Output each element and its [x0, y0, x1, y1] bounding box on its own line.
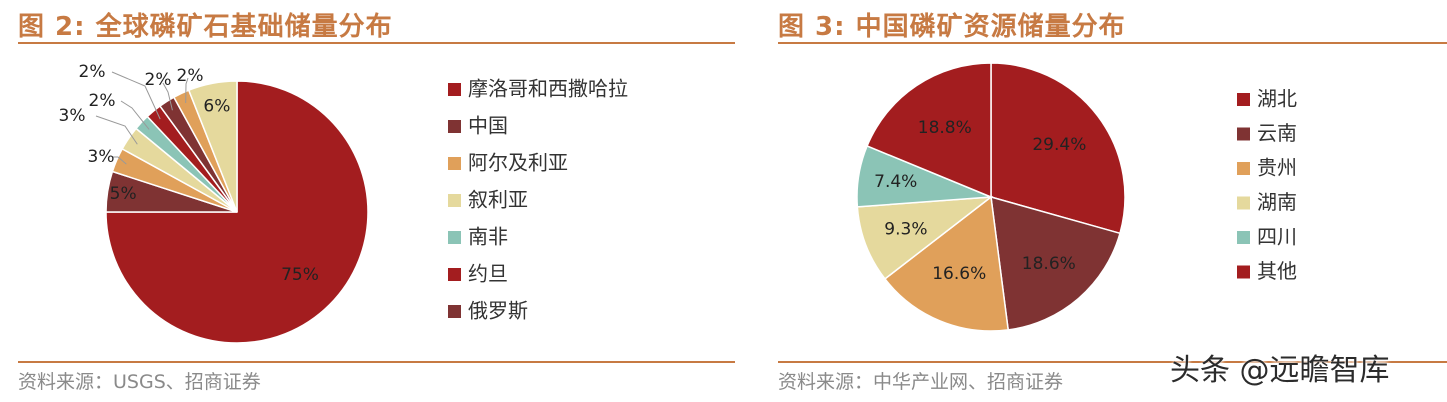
chart-title: 图 3: 中国磷矿资源储量分布	[778, 12, 1126, 42]
legend-label: 其他	[1257, 259, 1297, 283]
pie-slice	[990, 195, 1121, 331]
legend-label: 叙利亚	[468, 188, 528, 212]
legend-swatch	[1237, 93, 1250, 106]
legend-swatch	[448, 231, 461, 244]
slice-label: 2%	[177, 66, 204, 86]
legend-swatch	[448, 157, 461, 170]
legend-label: 贵州	[1257, 156, 1297, 180]
title-rule	[18, 42, 735, 44]
source-note: 资料来源：USGS、招商证券	[18, 371, 261, 393]
legend-label: 阿尔及利亚	[468, 151, 568, 175]
pie-slice	[105, 80, 369, 344]
pie-slice	[856, 196, 994, 280]
legend-swatch	[1237, 231, 1250, 244]
legend-label: 南非	[468, 225, 508, 249]
pie-slice	[883, 195, 1010, 332]
slice-label: 16.6%	[932, 264, 986, 284]
chart-title: 图 2: 全球磷矿石基础储量分布	[18, 12, 393, 42]
slice-label: 18.6%	[1022, 254, 1076, 274]
legend-swatch	[1237, 196, 1250, 210]
slice-label: 5%	[110, 184, 137, 204]
leader-line	[112, 156, 127, 165]
watermark: 头条 @远瞻智库	[1170, 353, 1390, 388]
legend-swatch	[448, 268, 461, 281]
pie-slice	[187, 80, 238, 213]
slice-label: 3%	[88, 147, 115, 167]
footer-rule	[18, 361, 735, 363]
source-note: 资料来源：中华产业网、招商证券	[778, 371, 1064, 393]
leader-line	[185, 77, 189, 103]
legend-swatch	[448, 194, 461, 207]
slice-label: 2%	[145, 70, 172, 90]
slice-label: 3%	[59, 106, 86, 126]
slice-label: 2%	[79, 62, 106, 82]
pie-chart-global: 75%5%3%3%2%2% 2% 2%6%摩洛哥和西撒哈拉中国阿尔及利亚叙利亚南非约…	[59, 62, 628, 344]
slice-label: 2%	[89, 91, 116, 111]
legend-label: 约旦	[468, 262, 508, 286]
pie-slice	[990, 62, 1126, 235]
slice-label: 9.3%	[884, 220, 927, 240]
footer-rule	[778, 361, 1447, 363]
leader-line	[111, 71, 161, 120]
slice-label: 6%	[203, 96, 230, 116]
legend-label: 四川	[1257, 225, 1297, 249]
legend-label: 中国	[468, 114, 508, 138]
legend-label: 湖北	[1257, 87, 1297, 111]
slice-label: 29.4%	[1032, 135, 1086, 155]
legend-swatch	[1237, 127, 1250, 141]
legend-label: 湖南	[1257, 190, 1297, 214]
leader-line	[162, 82, 173, 111]
legend-swatch	[448, 120, 461, 133]
legend-label: 俄罗斯	[468, 299, 528, 323]
slice-label: 75%	[281, 265, 319, 285]
legend-label: 云南	[1257, 121, 1297, 145]
slice-label: 18.8%	[918, 118, 972, 138]
pie-slice	[866, 62, 992, 199]
legend-swatch	[1237, 265, 1250, 279]
chart-panel-global: 图 2: 全球磷矿石基础储量分布 资料来源：USGS、招商证券 75% 5% 3% 3…	[18, 12, 735, 393]
legend-label: 摩洛哥和西撒哈拉	[468, 77, 628, 101]
legend-swatch	[1237, 162, 1250, 175]
leader-line	[120, 100, 150, 130]
title-rule	[778, 42, 1447, 44]
legend-swatch	[448, 305, 461, 318]
chart-panel-china: 图 3: 中国磷矿资源储量分布 资料来源：中华产业网、招商证券 29.4% 18.…	[760, 0, 1447, 402]
slice-label: 7.4%	[874, 172, 917, 192]
legend-swatch	[448, 83, 461, 96]
leader-line	[95, 115, 138, 145]
